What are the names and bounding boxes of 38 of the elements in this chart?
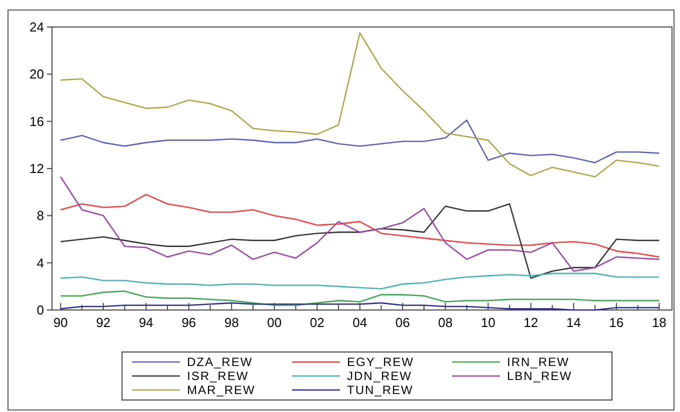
legend-label: ISR_REW xyxy=(187,369,249,384)
y-tick-label: 16 xyxy=(30,114,44,129)
legend-label: MAR_REW xyxy=(187,383,256,398)
line-series xyxy=(60,176,660,272)
legend-label: EGY_REW xyxy=(347,355,414,370)
y-tick-label: 20 xyxy=(30,66,44,82)
x-tick-label: 90 xyxy=(53,315,68,330)
x-tick-label: 92 xyxy=(96,315,111,330)
legend-label: IRN_REW xyxy=(507,355,570,370)
x-tick-label: 18 xyxy=(652,315,666,330)
x-tick-label: 04 xyxy=(352,315,368,330)
legend-label: JDN_REW xyxy=(347,369,412,384)
x-tick-label: 14 xyxy=(566,315,581,330)
y-tick-label: 4 xyxy=(36,255,44,270)
line-series xyxy=(60,32,660,178)
line-series xyxy=(60,120,660,164)
x-tick-label: 94 xyxy=(138,315,154,330)
y-tick-label: 12 xyxy=(30,161,44,176)
legend-label: DZA_REW xyxy=(187,355,253,370)
x-tick-label: 98 xyxy=(224,315,239,330)
line-series xyxy=(60,302,660,311)
x-tick-label: 96 xyxy=(182,315,196,330)
line-series xyxy=(60,290,660,306)
line-series xyxy=(60,203,660,279)
y-tick-label: 24 xyxy=(30,20,44,35)
legend-label: LBN_REW xyxy=(507,369,572,384)
x-tick-label: 08 xyxy=(438,315,453,330)
line-series xyxy=(60,194,660,258)
line-series xyxy=(60,272,660,290)
y-tick-label: 0 xyxy=(36,302,44,318)
x-tick-label: 06 xyxy=(395,315,410,330)
x-tick-label: 00 xyxy=(267,315,282,330)
x-tick-label: 10 xyxy=(480,315,496,330)
legend-label: TUN_REW xyxy=(347,383,414,398)
y-tick-label: 8 xyxy=(36,208,44,224)
x-tick-label: 02 xyxy=(310,315,324,330)
x-tick-label: 12 xyxy=(524,315,538,330)
x-tick-label: 16 xyxy=(609,315,624,330)
